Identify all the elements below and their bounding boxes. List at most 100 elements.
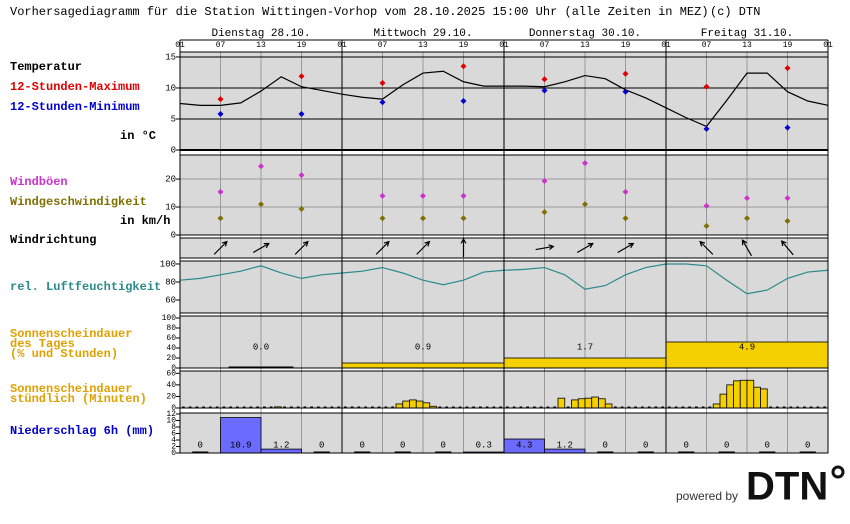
point [298,111,305,118]
bar [598,398,606,409]
day-label: Mittwoch 29.10. [373,28,472,40]
point [622,188,629,195]
y-tick-label: 4 [171,436,176,445]
panel-border [179,315,829,369]
value-label: 0 [603,440,608,450]
unit-label: in °C [120,129,156,143]
wind-arrow [416,240,431,255]
point [420,192,426,199]
panel-border [179,154,829,236]
wind-arrow [535,244,555,251]
point [541,76,548,83]
hour-label: 07 [378,41,388,50]
panel-label: Windrichtung [10,233,96,247]
point [258,201,264,208]
bar [577,398,586,409]
hour-label: 13 [418,41,428,50]
point [622,70,629,77]
bar [753,386,761,409]
point [420,215,426,222]
chart-title: Vorhersagediagramm für die Station Witti… [10,5,709,19]
hour-label: 13 [742,41,752,50]
point [460,192,467,199]
y-tick-label: 60 [166,334,176,343]
point [622,215,629,222]
bar [341,362,505,369]
y-tick-label: 12 [166,410,176,419]
panel-border [179,237,829,259]
wind-arrow [617,242,635,254]
bar [220,417,262,454]
y-tick-label: 0 [171,404,176,413]
point [744,195,750,202]
y-tick-label: 0 [171,230,176,240]
bar [591,396,599,409]
wind-arrow [213,240,228,255]
y-tick-label: 60 [166,369,176,378]
value-label: 0 [400,440,405,450]
panel-label: Sonnenscheindauer [10,382,132,396]
bar [719,393,728,409]
bar [422,402,431,409]
bar [726,384,734,409]
y-tick-label: 80 [166,324,176,333]
y-tick-label: 100 [160,259,176,269]
value-label: 0 [441,440,446,450]
day-label: Freitag 31.10. [701,28,793,40]
hour-label: 13 [256,41,266,50]
point [298,73,305,80]
day-label: Dienstag 28.10. [211,28,310,40]
bar [712,403,721,409]
hour-label: 07 [702,41,712,50]
point [258,163,264,170]
legend-label: Windgeschwindigkeit [10,195,147,209]
point [379,192,386,199]
point [541,87,548,94]
value-label: 0.0 [253,342,269,352]
point [379,80,386,87]
point [298,172,305,179]
hour-label: 19 [783,41,793,50]
y-tick-label: 10 [166,417,176,426]
bar [733,380,741,409]
bar [571,399,579,409]
value-label: 1.2 [273,440,289,450]
legend-label: rel. Luftfeuchtigkeit [10,280,161,294]
wind-arrow [699,240,714,255]
powered-by: powered by [676,489,738,503]
legend-label: 12-Stunden-Maximum [10,80,140,94]
value-label: 0.3 [476,440,492,450]
panel-label: Sonnenscheindauer [10,327,132,341]
point [784,218,791,225]
value-label: 1.2 [557,440,573,450]
value-label: 10.9 [230,440,252,450]
value-label: 0 [805,440,810,450]
bar [395,403,404,409]
bar [415,400,424,409]
value-label: 0 [765,440,770,450]
value-label: 0 [684,440,689,450]
wind-arrow [294,240,309,255]
copyright: (c) DTN [710,5,760,19]
wind-arrow [741,239,753,257]
point [703,223,710,230]
logo-dot [831,465,845,479]
point [744,215,750,222]
bar [503,357,667,369]
y-tick-label: 10 [165,202,176,212]
point [582,160,588,167]
y-tick-label: 100 [162,314,177,323]
value-label: 0 [319,440,324,450]
panel-border [179,260,829,314]
value-label: 0 [724,440,729,450]
legend-label: Temperatur [10,60,82,74]
bar [584,397,593,409]
point [217,215,224,222]
y-tick-label: 80 [165,277,176,287]
y-tick-label: 8 [171,423,176,432]
y-tick-label: 20 [166,393,176,402]
legend-label: Windböen [10,175,68,189]
point [703,83,710,90]
point [784,124,791,131]
value-label: 4.9 [739,342,755,352]
